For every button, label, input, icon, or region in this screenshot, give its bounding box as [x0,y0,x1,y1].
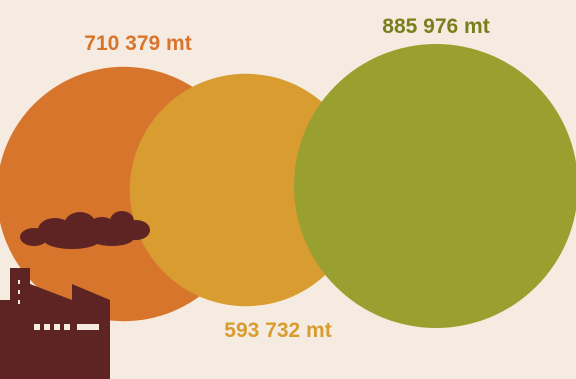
factory-icon [0,268,110,379]
bubble-label: 885 976 mt [382,15,489,38]
bubble-labels: 710 379 mt 593 732 mt 885 976 mt [84,15,489,342]
bubble [294,44,576,328]
bubbles-group [0,44,576,328]
bubble-label: 710 379 mt [84,32,191,55]
smoke-cloud-icon [20,211,150,249]
bubble [129,73,363,307]
bubble-label: 593 732 mt [224,319,331,342]
